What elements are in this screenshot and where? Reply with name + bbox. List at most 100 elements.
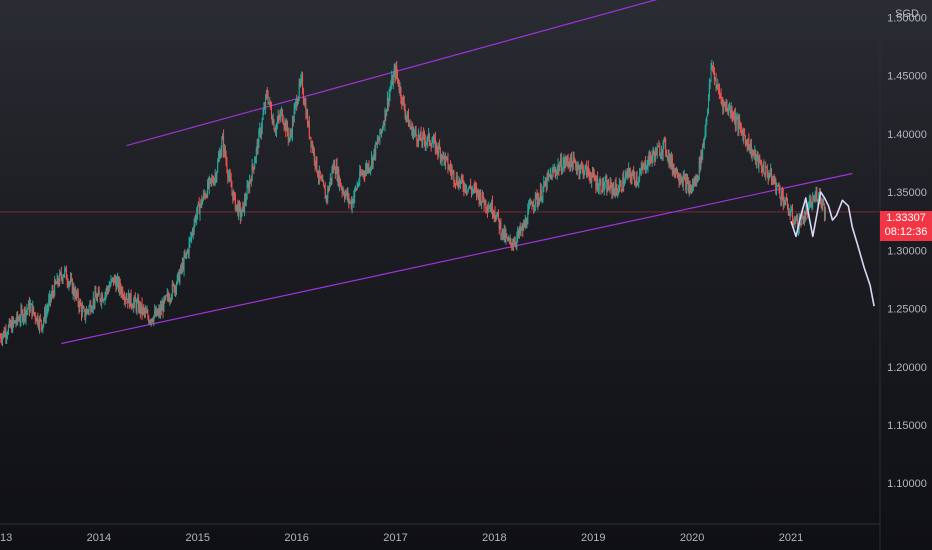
candle-body [244,198,246,202]
candle-body [664,139,666,141]
candle-body [96,295,98,301]
candle-body [487,208,489,211]
candle-body [765,166,767,168]
candle-body [219,153,221,158]
candle-body [464,184,466,191]
candle-body [296,100,298,106]
current-price-value: 1.33307 [886,212,926,224]
candle-body [771,170,773,183]
candle-body [645,168,647,170]
candle-body [486,208,488,210]
candle-body [308,121,310,137]
candle-body [202,193,204,200]
candle-body [28,301,30,312]
candle-body [482,192,484,201]
candle-body [112,277,114,280]
candle-body [376,142,378,145]
candle-body [529,201,531,205]
candle-body [493,212,495,216]
candle-body [115,281,117,290]
candle-body [642,167,644,169]
candle-body [468,187,470,189]
candle-body [494,212,496,217]
candle-body [627,171,629,176]
candle-body [360,172,362,175]
candle-body [418,134,420,144]
candle-body [809,199,811,202]
candle-body [287,132,289,140]
candle-body [239,206,241,218]
candle-body [305,103,307,118]
candle-body [453,171,455,182]
candle-body [784,200,786,205]
candle-body [227,170,229,178]
candle-body [708,83,710,97]
candle-body [161,304,163,311]
candle-body [360,171,362,175]
candle-body [489,207,491,209]
candle-body [565,162,567,166]
candle-body [15,322,17,324]
candle-body [383,124,385,126]
candle-body [769,175,771,177]
candle-body [746,141,748,148]
candle-body [207,182,209,197]
candle-body [185,253,187,257]
candle-body [17,319,19,321]
candle-body [437,150,439,154]
candle-body [556,169,558,175]
candle-body [12,319,14,323]
candle-body [824,207,826,216]
candle-body [764,173,766,176]
candle-body [111,279,113,281]
x-tick-label: 2017 [383,532,407,544]
candle-body [693,181,695,186]
candle-body [258,131,260,148]
candle-body [661,151,663,155]
candle-body [781,191,783,200]
candle-body [197,202,199,206]
candle-body [436,143,438,151]
candle-body [580,165,582,171]
candle-body [547,174,549,177]
candle-body [707,96,709,110]
candle-body [650,152,652,158]
candle-body [377,140,379,142]
candle-body [788,213,790,215]
candle-body [144,309,146,313]
candle-body [320,177,322,179]
candle-body [581,165,583,166]
candles-group [0,59,826,347]
candle-body [801,214,803,226]
candle-body [86,309,88,315]
candle-body [397,74,399,79]
candle-body [591,176,593,182]
candle-body [100,299,102,303]
candle-body [527,210,529,225]
candle-body [443,152,445,156]
candle-body [367,164,369,171]
candle-body [696,175,698,182]
candle-body [422,133,424,143]
candle-body [381,128,383,130]
candle-body [519,227,521,233]
candle-body [566,157,568,161]
candle-body [286,123,288,133]
y-tick-label: 1.35000 [887,187,927,199]
candle-body [507,239,509,241]
candle-body [119,281,121,290]
candle-body [531,203,533,207]
candle-body [707,109,709,117]
candle-body [324,188,326,199]
candle-body [312,149,314,152]
candle-body [706,116,708,122]
candle-body [154,310,156,316]
candle-body [718,89,720,95]
candle-body [23,308,25,317]
candle-body [816,192,818,201]
candle-body [423,134,425,141]
candle-body [604,180,606,187]
candle-body [533,205,535,207]
candle-body [811,203,813,207]
